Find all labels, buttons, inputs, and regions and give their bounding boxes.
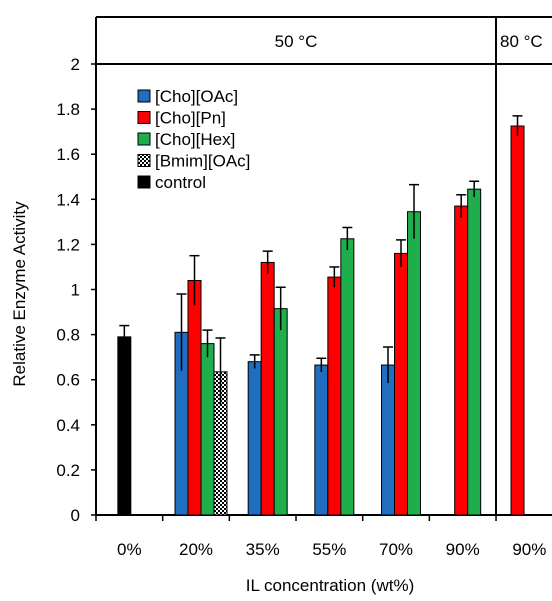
bar-cho-oac: [382, 365, 395, 515]
bar-cho-pn: [188, 280, 201, 515]
x-tick-label: 90%: [512, 540, 546, 559]
legend-entry: [Cho][Hex]: [155, 130, 235, 149]
bar-cho-hex: [408, 212, 421, 515]
legend-entry: control: [155, 173, 206, 192]
bar-cho-hex: [201, 344, 214, 515]
legend-swatch: [138, 90, 150, 102]
bar-cho-hex: [274, 309, 287, 515]
y-tick-label: 0.2: [56, 461, 80, 480]
bar-cho-pn: [261, 262, 274, 515]
bar-cho-pn: [328, 277, 341, 515]
y-tick-label: 1.6: [56, 145, 80, 164]
y-tick-label: 0.6: [56, 371, 80, 390]
legend-swatch: [138, 112, 150, 124]
x-tick-label: 55%: [312, 540, 346, 559]
legend-swatch: [138, 176, 150, 188]
y-tick-label: 1.8: [56, 100, 80, 119]
bar-cho-oac: [315, 365, 328, 515]
y-tick-label: 0: [71, 506, 80, 525]
legend-entry: [Cho][Pn]: [155, 109, 226, 128]
y-tick-label: 2: [71, 55, 80, 74]
y-tick-label: 1.2: [56, 235, 80, 254]
panel-label: 80 °C: [500, 32, 543, 51]
bar-cho-pn: [511, 126, 524, 515]
bar-cho-pn: [395, 253, 408, 515]
x-tick-label: 0%: [117, 540, 142, 559]
bar-control: [118, 337, 131, 515]
x-tick-label: 35%: [246, 540, 280, 559]
y-tick-label: 1: [71, 281, 80, 300]
x-axis-label: IL concentration (wt%): [246, 576, 415, 595]
y-axis-label: Relative Enzyme Activity: [10, 201, 29, 387]
legend-entry: [Cho][OAc]: [155, 87, 238, 106]
y-tick-label: 0.8: [56, 326, 80, 345]
legend-swatch: [138, 133, 150, 145]
legend: [Cho][OAc] [Cho][Pn] [Cho][Hex] [Bmim][OAc]…: [138, 87, 250, 192]
bar-cho-hex: [468, 189, 481, 515]
legend-swatch: [138, 155, 150, 167]
bar-cho-pn: [455, 206, 468, 515]
y-tick-label: 0.4: [56, 416, 80, 435]
y-tick-label: 1.4: [56, 190, 80, 209]
bar-cho-oac: [248, 362, 261, 515]
bar-cho-hex: [341, 239, 354, 515]
legend-entry: [Bmim][OAc]: [155, 152, 250, 171]
x-tick-label: 90%: [446, 540, 480, 559]
x-tick-label: 70%: [379, 540, 413, 559]
panel-label: 50 °C: [275, 32, 318, 51]
x-tick-label: 20%: [179, 540, 213, 559]
